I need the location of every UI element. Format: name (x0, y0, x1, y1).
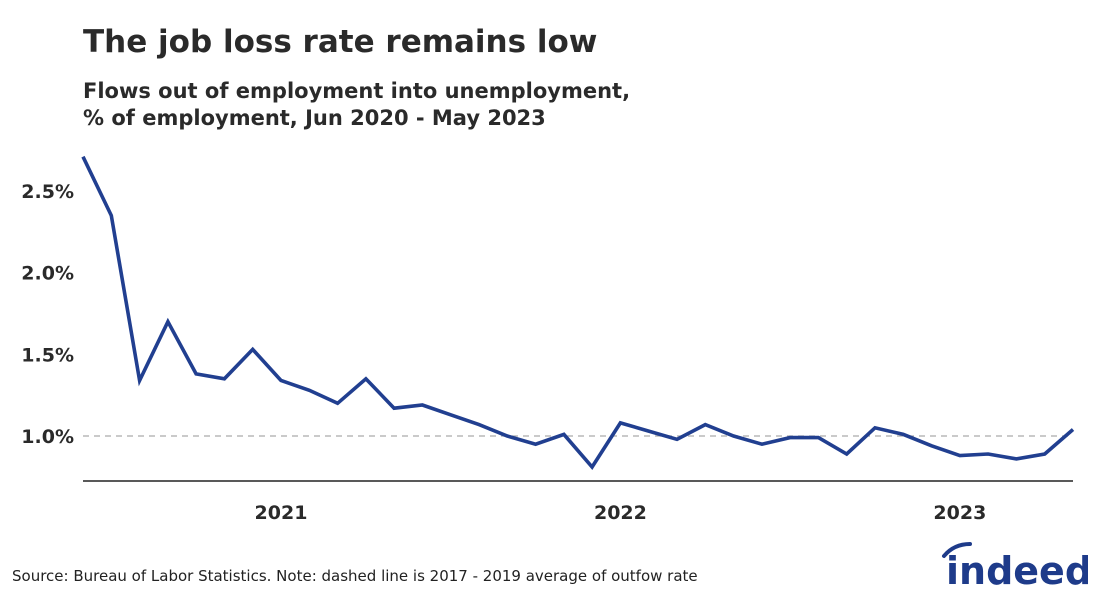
x-tick-label: 2022 (594, 502, 647, 524)
y-tick-label: 2.5% (21, 181, 74, 203)
indeed-logo: indeed (942, 542, 1088, 591)
series-line-job-loss-rate (81, 155, 1075, 470)
y-tick-label: 1.0% (21, 426, 74, 448)
series-data-points (82, 156, 1074, 468)
x-tick-label: 2023 (933, 502, 986, 524)
x-tick-label: 2021 (255, 502, 308, 524)
y-axis-ticks: 1.0% 1.5% 2.0% 2.5% (21, 181, 74, 448)
logo-swoosh (942, 542, 972, 558)
x-axis-ticks: 2021 2022 2023 (255, 502, 987, 524)
y-tick-label: 1.5% (21, 344, 74, 366)
logo-wordmark: indeed (946, 549, 1088, 591)
source-note: Source: Bureau of Labor Statistics. Note… (12, 567, 698, 585)
subtitle-line-2: % of employment, Jun 2020 - May 2023 (83, 106, 546, 130)
y-tick-label: 2.0% (21, 263, 74, 285)
subtitle-line-1: Flows out of employment into unemploymen… (83, 79, 631, 103)
chart-subtitle: Flows out of employment into unemploymen… (83, 78, 783, 132)
chart-title: The job loss rate remains low (83, 24, 598, 60)
